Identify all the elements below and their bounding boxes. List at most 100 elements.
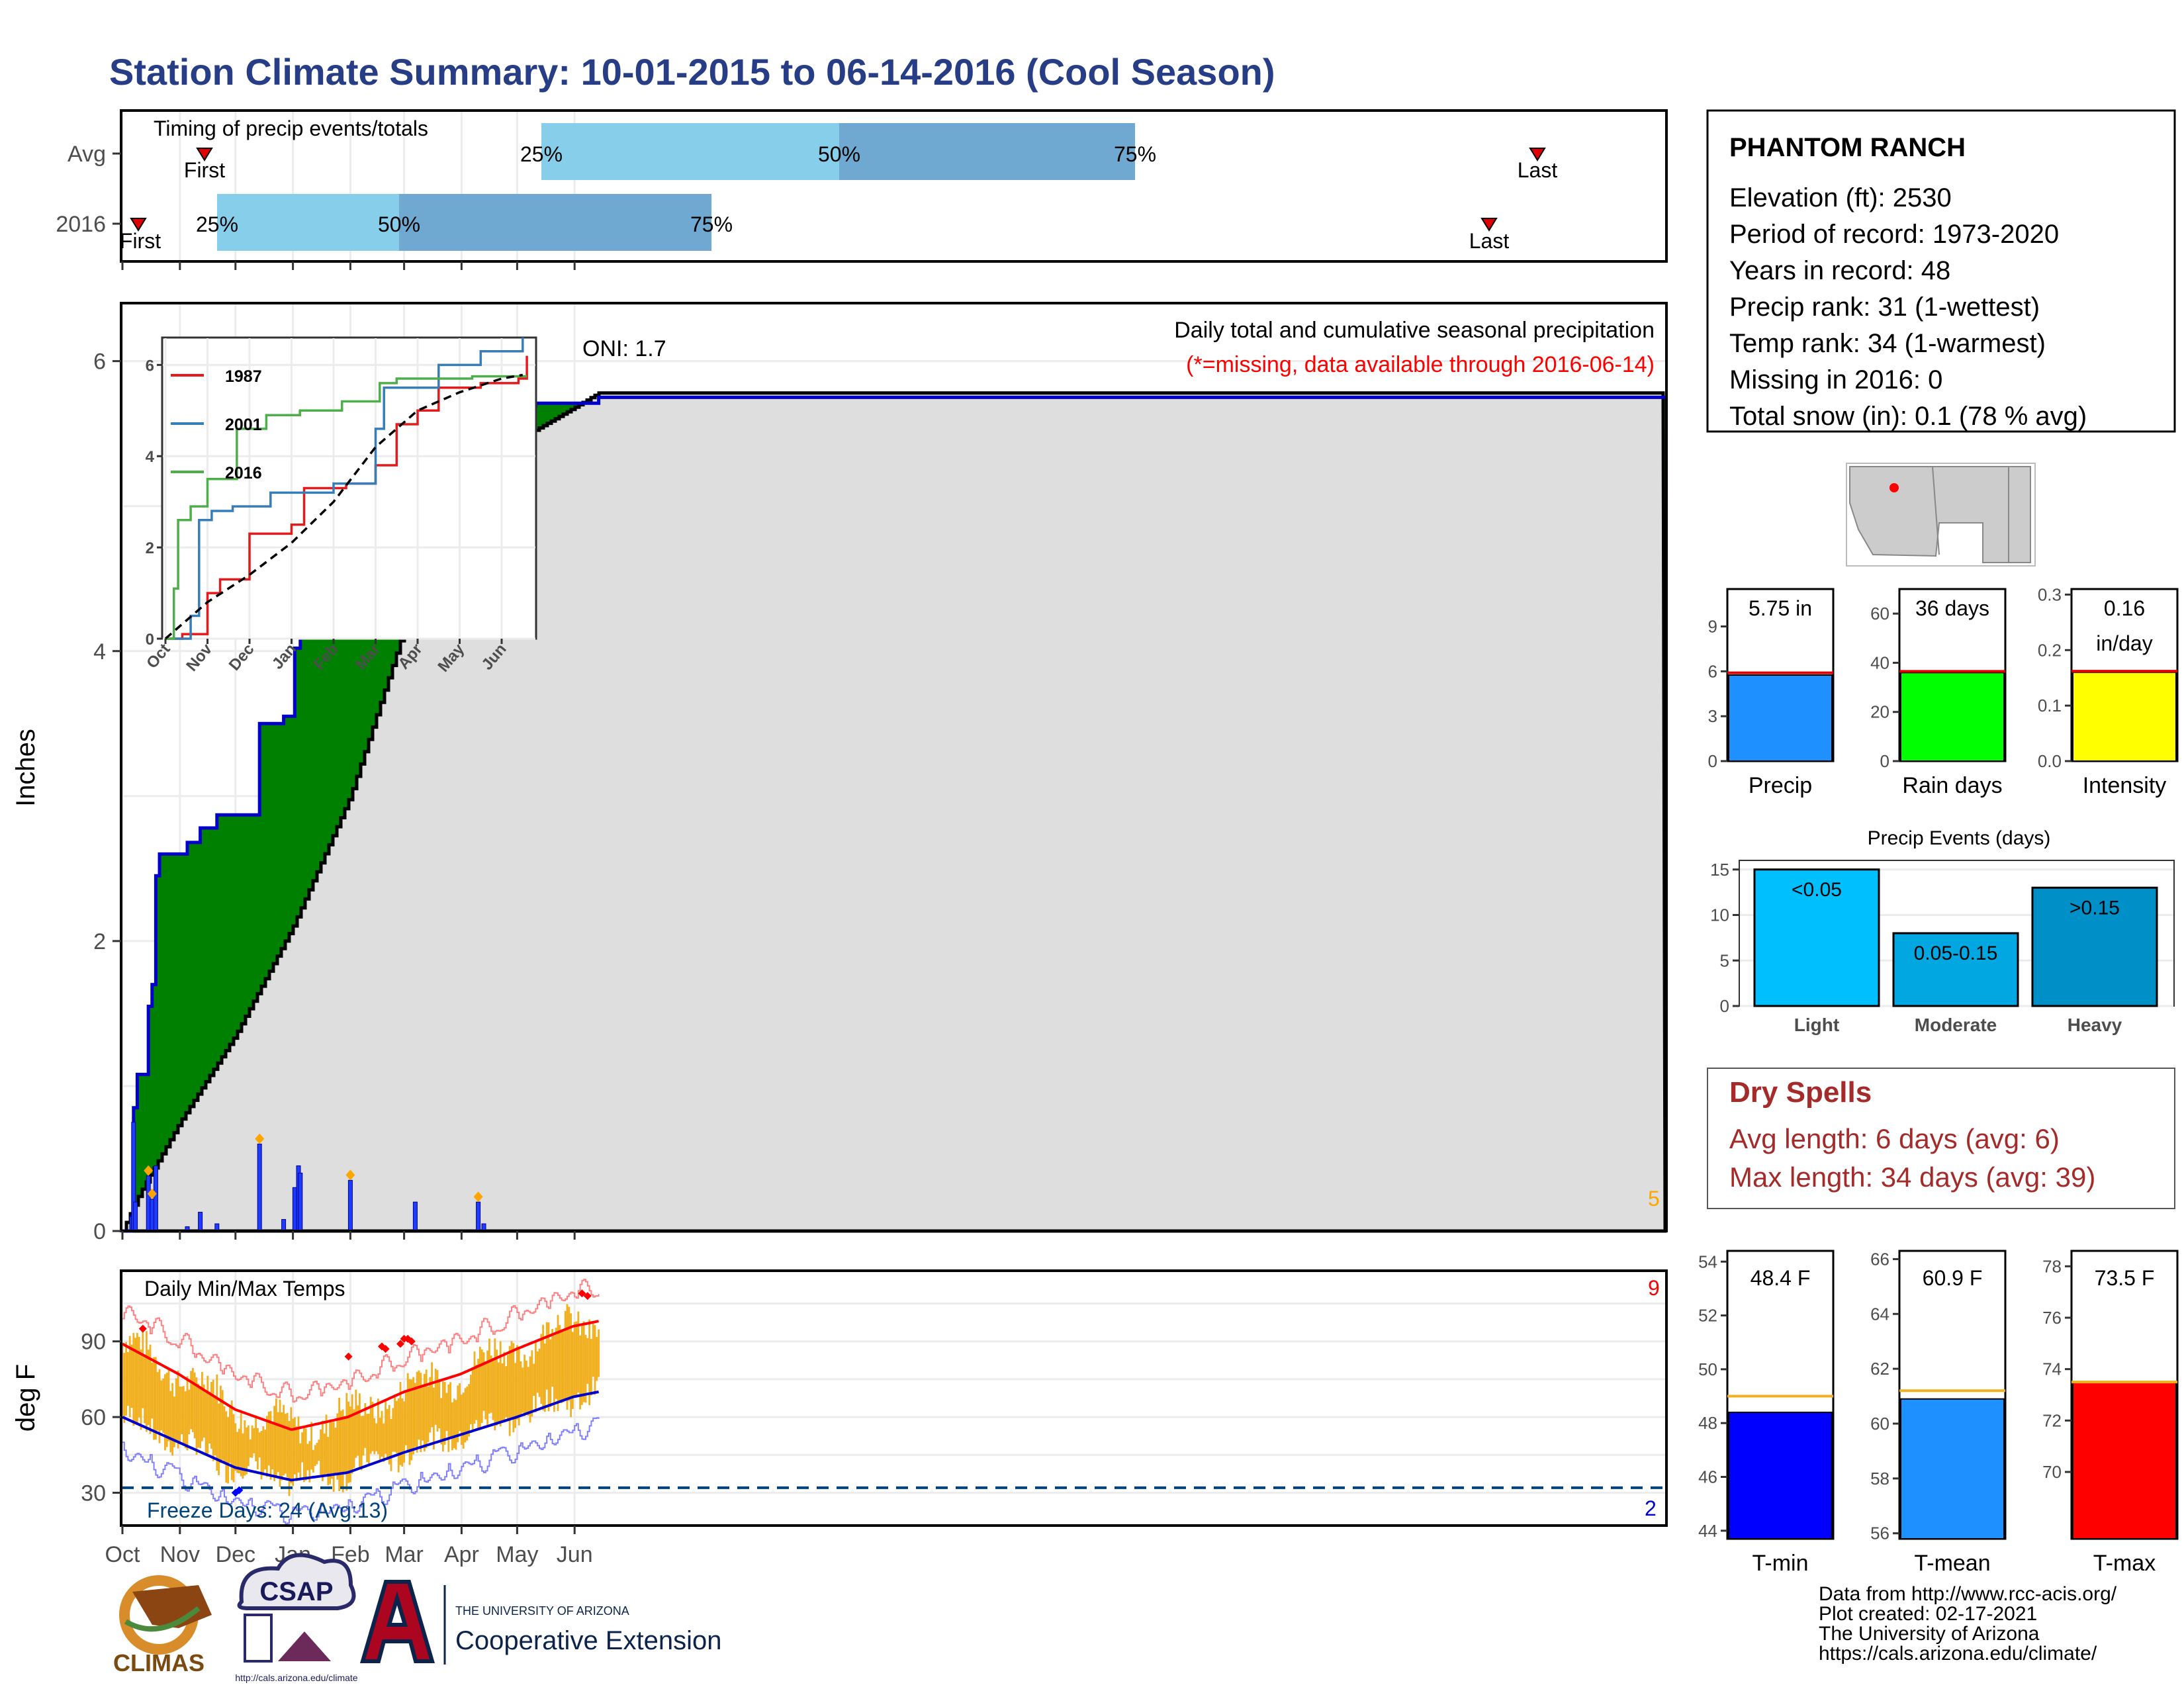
temp-range-bar (308, 1441, 311, 1483)
temp-range-bar (184, 1391, 187, 1449)
timing-row-avg: Avg (68, 142, 106, 167)
temp-range-bar (230, 1400, 233, 1481)
station-name: PHANTOM RANCH (1729, 133, 1966, 162)
temp-range-bar (518, 1346, 520, 1426)
temp-range-bar (572, 1332, 574, 1409)
temp-range-bar (310, 1422, 312, 1470)
csap-logo-url: http://cals.arizona.edu/climate (235, 1672, 357, 1683)
summary-ytick: 0.0 (2038, 751, 2062, 771)
station-info-line: Years in record: 48 (1729, 256, 1950, 285)
temp-range-bar (349, 1406, 351, 1483)
temp-range-bar (258, 1432, 261, 1458)
temp-summary-ytick: 56 (1870, 1524, 1889, 1543)
temp-range-bar (503, 1351, 506, 1423)
summary-bars: 0 3 6 9 5.75 in Precip 0 20 40 60 36 days Rain days… (1708, 584, 2179, 798)
temp-range-bar (288, 1420, 291, 1496)
temp-range-bar (225, 1411, 228, 1483)
temp-range-bar (544, 1343, 546, 1412)
temp-range-bar (445, 1393, 448, 1432)
summary-ytick: 40 (1870, 653, 1889, 672)
temp-range-bar (379, 1418, 381, 1462)
temp-range-bar (369, 1396, 372, 1454)
events-ytick: 0 (1720, 996, 1729, 1016)
temp-range-bar (260, 1430, 263, 1480)
timing-avg-bar-1 (541, 123, 839, 180)
summary-value: 5.75 in (1749, 596, 1812, 620)
2016-first-label: First (120, 229, 161, 253)
temp-summary-ytick: 74 (2042, 1359, 2062, 1379)
temp-range-bar (158, 1369, 161, 1443)
temp-range-bar (314, 1445, 316, 1466)
2016-last-marker (1480, 218, 1498, 232)
temp-range-bar (286, 1412, 289, 1478)
csap-logo: CSAP http://cals.arizona.edu/climate (235, 1553, 358, 1683)
daily-precip-bars (129, 1122, 486, 1232)
temp-range-bar (501, 1363, 504, 1423)
temp-range-bar (220, 1385, 222, 1463)
temp-range-bar (573, 1322, 576, 1398)
daily-precip-bar (153, 1165, 158, 1232)
temp-range-bar (535, 1342, 537, 1412)
station-info-line: Total snow (in): 0.1 (78 % avg) (1729, 402, 2087, 431)
daily-precip-bar (298, 1172, 303, 1232)
temp-range-bar (262, 1426, 265, 1475)
temp-range-bar (473, 1351, 476, 1424)
temp-range-bar (306, 1443, 309, 1471)
summary-ytick: 0.2 (2038, 640, 2062, 660)
temp-range-bar (192, 1367, 194, 1432)
temp-range-bar (234, 1423, 237, 1471)
events-bar-moderate (1892, 932, 2019, 1007)
temp-range-bar (429, 1377, 432, 1433)
temp-range-bar (581, 1323, 583, 1405)
temp-summary-ytick: 78 (2042, 1256, 2062, 1276)
temp-range-bar (508, 1346, 511, 1436)
daily-precip-bar (133, 1201, 138, 1232)
temp-range-bar (264, 1430, 266, 1470)
temp-summary-label: T-min (1752, 1551, 1809, 1576)
events-bar-label: <0.05 (1792, 879, 1842, 901)
daily-precip-bar (257, 1144, 262, 1232)
temp-range-bar (590, 1339, 592, 1396)
temp-range-bar (559, 1324, 561, 1403)
daily-precip-bar (281, 1218, 287, 1232)
temp-range-bar (416, 1371, 418, 1453)
temp-range-bar (388, 1404, 390, 1465)
temp-range-bar (368, 1414, 370, 1467)
temp-range-bar (318, 1440, 320, 1461)
temp-range-bar (408, 1379, 411, 1465)
temp-range-bar (507, 1355, 509, 1420)
record-high-marker (396, 1340, 404, 1348)
timing-panel: Timing of precip events/totals 25% 50% 7… (56, 109, 1668, 270)
summary-ytick: 20 (1870, 702, 1889, 722)
temp-range-bar (406, 1373, 409, 1453)
temp-range-bar (488, 1338, 490, 1414)
footer-line-1: Data from http://www.rcc-acis.org/ (1819, 1583, 2117, 1605)
temp-range-bar (480, 1349, 483, 1424)
record-high-marker (381, 1345, 390, 1353)
temp-range-bar (425, 1369, 428, 1448)
events-ytick: 5 (1720, 950, 1729, 970)
temp-range-bar (294, 1417, 296, 1475)
ua-cooperative-extension-logo: THE UNIVERSITY OF ARIZONA Cooperative Ex… (360, 1580, 721, 1665)
temp-range-bar (279, 1399, 281, 1487)
temp-range-bar (482, 1352, 485, 1411)
temp-range-bar (464, 1388, 467, 1443)
temp-range-bar (466, 1386, 469, 1441)
temp-summary-ytick: 76 (2042, 1308, 2062, 1328)
timing-2016-bar-1 (217, 194, 399, 251)
timing-label: Timing of precip events/totals (154, 116, 428, 140)
temp-range-bar (545, 1322, 548, 1390)
temp-range-bar (329, 1422, 331, 1485)
record-high-marker (344, 1352, 353, 1361)
avg-first-marker (196, 148, 213, 161)
temp-range-bar (387, 1409, 388, 1461)
temp-range-bar (199, 1386, 201, 1449)
temp-range-bar (366, 1414, 368, 1463)
events-bar-label: >0.15 (2070, 897, 2120, 919)
temp-range-bar (155, 1357, 157, 1440)
temp-xtick: Nov (160, 1542, 200, 1567)
temp-range-bar (375, 1423, 377, 1451)
footer-line-2: Plot created: 02-17-2021 (1819, 1603, 2037, 1625)
temp-range-bar (203, 1385, 205, 1438)
